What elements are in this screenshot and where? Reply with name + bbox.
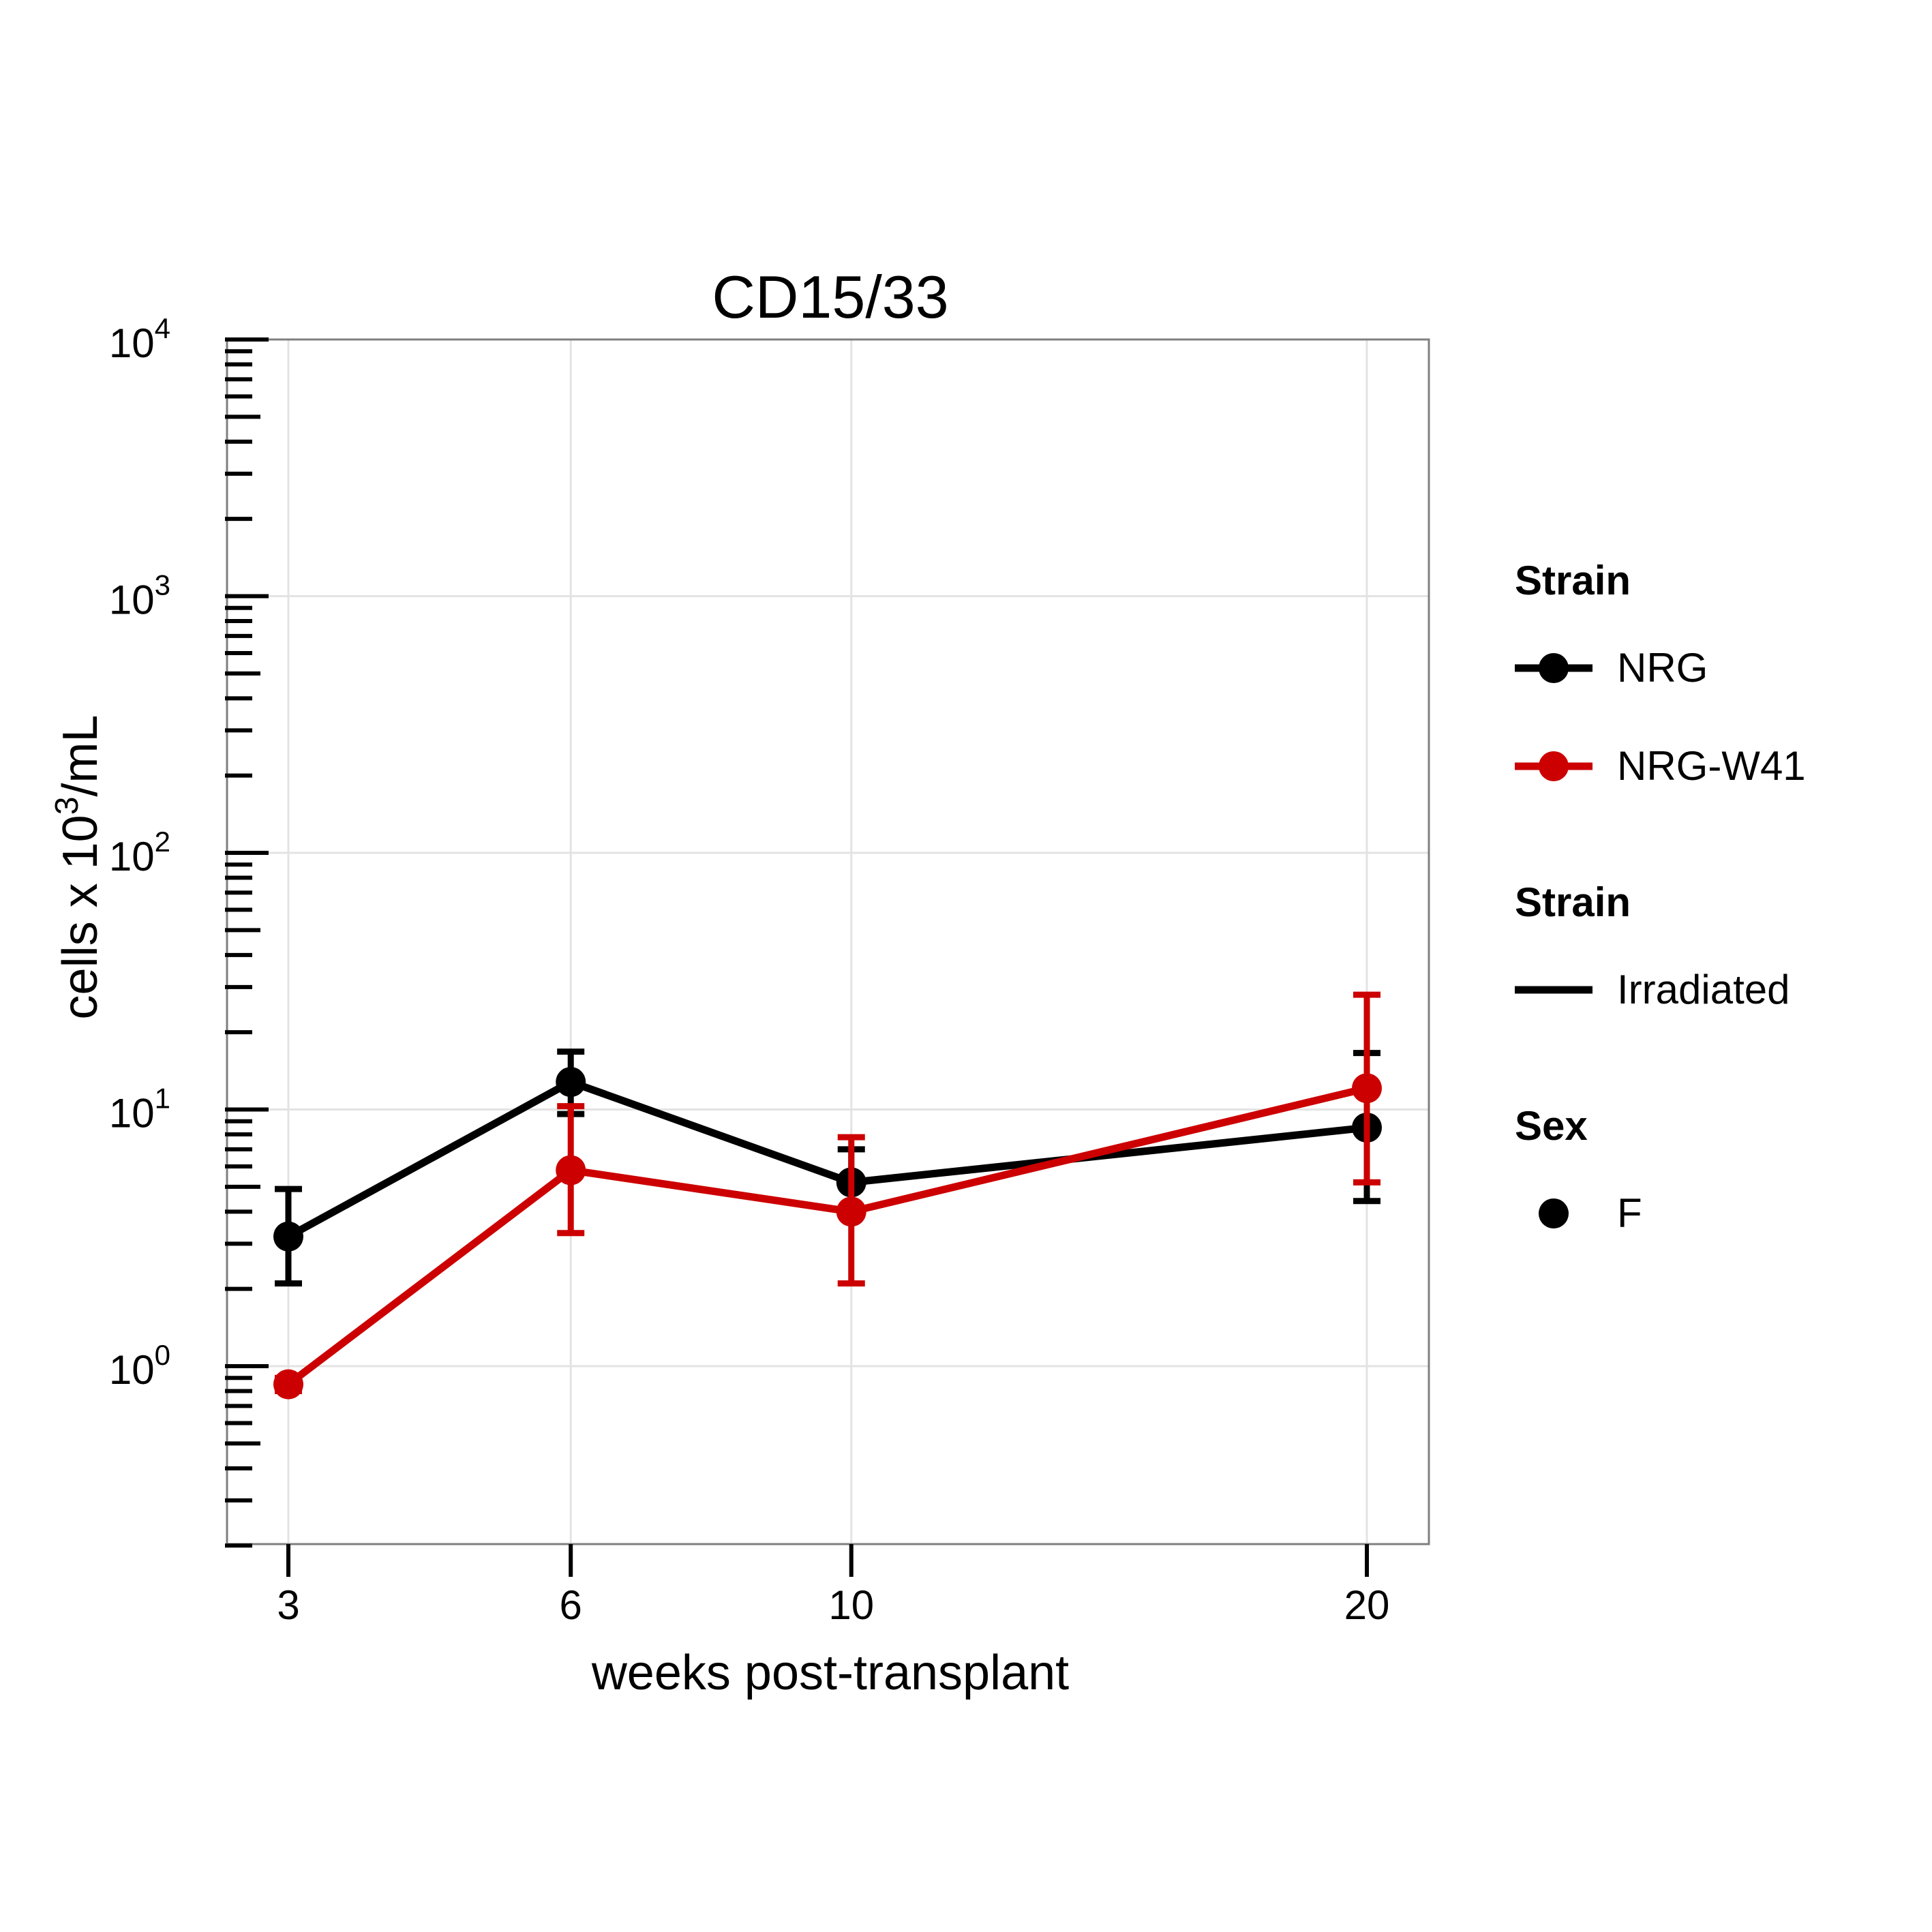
legend-swatch-point: [1539, 751, 1569, 781]
y-tick-base: 10: [109, 1091, 155, 1136]
legend-label: NRG-W41: [1617, 743, 1806, 789]
y-tick-exponent: 3: [155, 569, 170, 601]
y-axis-title-pre: cells x 10: [53, 815, 108, 1019]
x-tick-label: 3: [277, 1582, 299, 1628]
data-point: [1352, 1073, 1382, 1104]
data-point: [273, 1221, 303, 1252]
y-tick-label: 103: [109, 569, 170, 623]
y-tick-base: 10: [109, 834, 155, 879]
y-tick-label: 102: [109, 826, 170, 879]
y-tick-label: 100: [109, 1339, 170, 1393]
x-axis-title: weeks post-transplant: [591, 1646, 1069, 1700]
y-tick-label: 101: [109, 1083, 170, 1136]
x-tick-label: 20: [1344, 1582, 1390, 1628]
legend-title: Strain: [1515, 879, 1631, 925]
y-tick-exponent: 1: [155, 1083, 170, 1115]
chart-title: CD15/33: [712, 263, 948, 331]
legend-title: Sex: [1515, 1103, 1588, 1149]
y-tick-exponent: 0: [155, 1339, 170, 1371]
y-tick-base: 10: [109, 577, 155, 623]
data-point: [836, 1196, 866, 1227]
legend-label: Irradiated: [1617, 967, 1790, 1012]
legend: Strain NRG NRG-W41 Strain Irradiated Sex F: [1515, 558, 1806, 1236]
data-point: [273, 1369, 303, 1400]
series-line: [286, 1078, 1368, 1240]
series-line: [286, 1084, 1368, 1387]
legend-label: F: [1617, 1190, 1642, 1236]
y-axis-title: cells x 103/mL: [49, 715, 108, 1020]
y-axis-title-sup: 3: [49, 797, 85, 815]
y-tick-base: 10: [109, 1347, 155, 1393]
panel-border: [226, 338, 1430, 1545]
series-NRG-W41: [273, 991, 1382, 1400]
x-tick-label: 10: [828, 1582, 874, 1628]
legend-swatch-point: [1539, 1198, 1569, 1228]
y-tick-base: 10: [109, 320, 155, 366]
legend-title: Strain: [1515, 558, 1631, 603]
y-tick-label: 104: [109, 312, 170, 366]
y-tick-exponent: 2: [155, 826, 170, 858]
data-point: [556, 1155, 586, 1186]
legend-label: NRG: [1617, 645, 1708, 691]
y-axis-title-post: /mL: [53, 715, 108, 797]
legend-swatch-point: [1539, 653, 1569, 683]
data-point: [556, 1067, 586, 1098]
y-tick-exponent: 4: [155, 312, 170, 344]
x-tick-label: 6: [560, 1582, 582, 1628]
